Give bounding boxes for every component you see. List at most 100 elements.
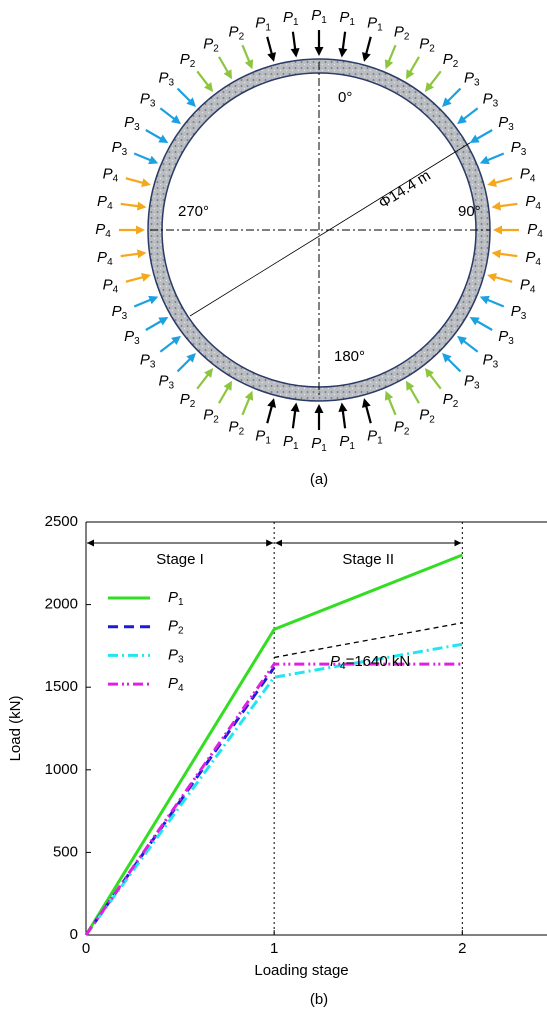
load-arrow — [126, 178, 144, 183]
load-label: P3 — [511, 139, 527, 158]
diameter-line — [190, 141, 473, 316]
load-label: P4 — [525, 249, 541, 268]
load-label: P1 — [367, 428, 383, 447]
annotation: P4=1640 kN — [330, 653, 410, 672]
arrow-head — [141, 273, 151, 282]
load-arrow — [160, 108, 175, 120]
arrow-head — [291, 48, 300, 58]
load-label: P1 — [283, 9, 299, 28]
load-arrow — [242, 45, 249, 63]
load-arrow — [197, 374, 209, 389]
x-axis-label: Loading stage — [254, 962, 348, 979]
load-arrow — [476, 130, 492, 140]
load-arrow — [366, 405, 371, 423]
load-label: P1 — [311, 435, 327, 454]
load-label: P2 — [229, 23, 245, 42]
load-label: P2 — [394, 419, 410, 438]
load-label: P3 — [140, 351, 156, 370]
caption: (b) — [310, 991, 328, 1008]
load-label: P3 — [498, 114, 514, 133]
arrow-head — [267, 398, 276, 408]
ring-diagram: 0° 90° 180° 270° Φ14.4 m (a) P1P1P1P2P2P… — [95, 7, 543, 488]
load-label: P1 — [255, 14, 271, 33]
angle-label: 0° — [338, 89, 352, 106]
caption: (a) — [310, 471, 328, 488]
load-label: P1 — [367, 14, 383, 33]
load-arrow — [126, 277, 144, 282]
arrow-head — [291, 403, 300, 413]
figure: 0° 90° 180° 270° Φ14.4 m (a) P1P1P1P2P2P… — [0, 0, 547, 1019]
load-arrow — [121, 204, 140, 206]
angle-label: 90° — [458, 203, 481, 220]
load-label: P4 — [525, 193, 541, 212]
diameter-label: Φ14.4 m — [376, 167, 434, 212]
load-arrow — [410, 387, 420, 403]
load-label: P4 — [97, 193, 113, 212]
legend-label: P3 — [168, 646, 184, 665]
load-arrow — [476, 321, 492, 331]
load-arrow — [219, 57, 229, 73]
legend-label: P4 — [168, 675, 184, 694]
load-arrow — [146, 130, 162, 140]
load-label: P3 — [112, 303, 128, 322]
x-tick-label: 2 — [458, 940, 466, 957]
load-arrow — [463, 340, 478, 352]
load-arrow — [366, 37, 371, 55]
load-label: P4 — [97, 249, 113, 268]
load-label: P2 — [203, 36, 219, 55]
load-label: P2 — [203, 406, 219, 425]
load-label: P3 — [158, 70, 174, 89]
y-tick-label: 1000 — [45, 761, 78, 778]
legend-label: P2 — [168, 618, 184, 637]
arrow-head — [338, 403, 347, 413]
load-label: P3 — [483, 91, 499, 110]
load-arrow — [134, 299, 152, 306]
arrow-head — [493, 226, 502, 235]
load-label: P1 — [255, 428, 271, 447]
load-arrow — [160, 340, 175, 352]
load-arrow — [447, 358, 460, 371]
x-tick-label: 0 — [82, 940, 90, 957]
angle-label: 180° — [334, 348, 365, 365]
load-arrow — [121, 254, 140, 256]
load-label: P3 — [158, 372, 174, 391]
arrow-head — [338, 48, 347, 58]
load-label: P4 — [520, 166, 536, 185]
load-arrow — [219, 387, 229, 403]
load-label: P2 — [419, 406, 435, 425]
load-arrow — [178, 89, 191, 102]
series-line — [86, 664, 462, 935]
y-axis-label: Load (kN) — [7, 696, 24, 762]
load-label: P3 — [112, 139, 128, 158]
arrow-head — [487, 178, 497, 187]
load-label: P1 — [339, 9, 355, 28]
y-tick-label: 2500 — [45, 513, 78, 530]
stage-label: Stage I — [156, 551, 204, 568]
load-arrow — [267, 37, 272, 55]
load-label: P2 — [180, 51, 196, 70]
load-label: P1 — [283, 433, 299, 452]
load-arrow — [242, 397, 249, 415]
arrow-head — [267, 52, 276, 62]
load-arrow — [134, 153, 152, 160]
load-label: P3 — [464, 70, 480, 89]
load-arrow — [410, 57, 420, 73]
load-label: P4 — [95, 221, 111, 240]
load-arrow — [267, 405, 272, 423]
load-label: P1 — [311, 7, 327, 26]
legend-label: P1 — [168, 589, 184, 608]
arrow-head — [362, 398, 371, 408]
arrow-head — [137, 249, 147, 258]
load-arrow — [343, 409, 345, 428]
arrow-head — [315, 404, 324, 413]
arrow-head — [141, 178, 151, 187]
load-arrow — [429, 71, 441, 86]
load-label: P3 — [140, 91, 156, 110]
load-arrow — [498, 254, 517, 256]
arrow-head — [492, 249, 502, 258]
arrow-head — [362, 52, 371, 62]
load-label: P2 — [229, 419, 245, 438]
y-tick-label: 1500 — [45, 678, 78, 695]
load-label: P2 — [394, 23, 410, 42]
